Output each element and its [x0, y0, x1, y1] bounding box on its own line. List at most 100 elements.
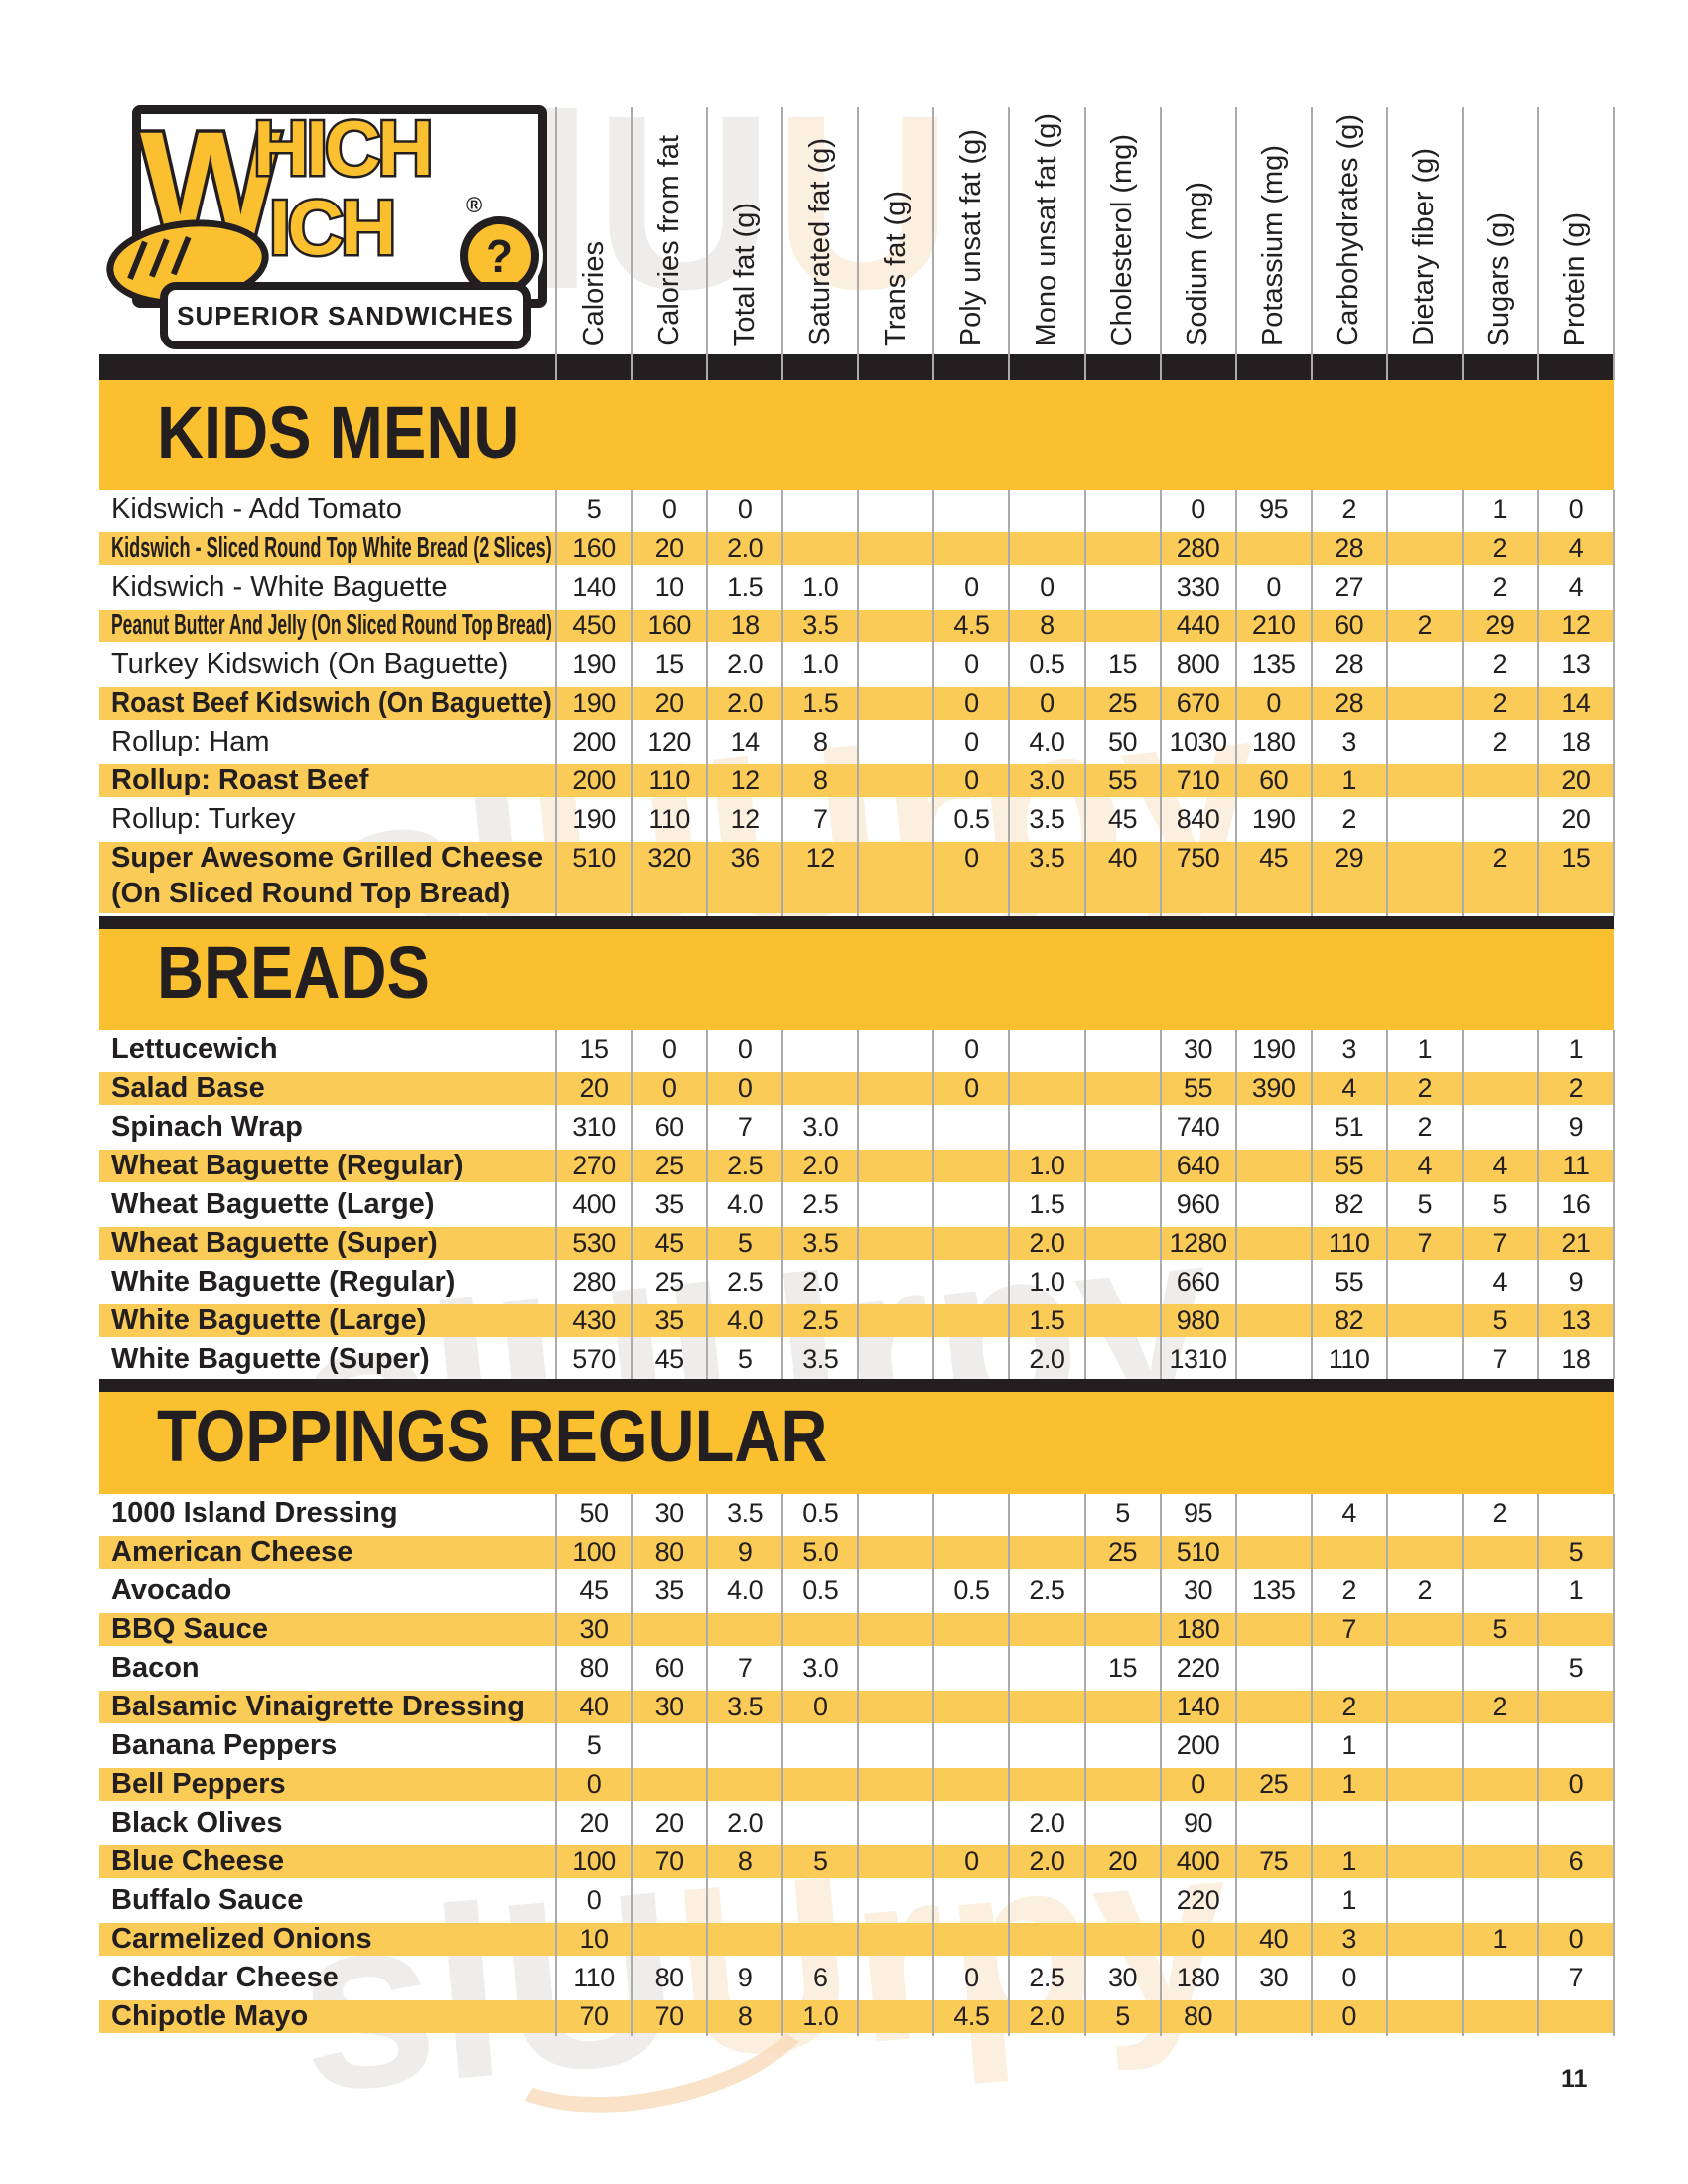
column-header: Mono unsat fat (g): [1009, 94, 1084, 346]
nutrition-value: 8: [1040, 611, 1055, 640]
nutrition-value: [933, 1494, 1009, 1533]
nutrition-value: [1463, 1726, 1538, 1765]
nutrition-value: [1236, 1688, 1312, 1726]
menu-row: Wheat Baguette (Regular) 270 25 2.5 2.0 1.0 64…: [99, 1147, 1614, 1185]
header-grid-line: [1083, 107, 1086, 380]
nutrition-value: 51: [1335, 1112, 1364, 1142]
nutrition-value: 0.5: [1029, 649, 1065, 679]
menu-row: Rollup: Ham 200 120 14 8 0 4.0 50 1030 180 3 2 18: [99, 723, 1614, 761]
nutrition-value: 310: [572, 1112, 616, 1142]
item-name: Balsamic Vinaigrette Dressing: [111, 1691, 525, 1722]
menu-row: Bell Peppers 0 0 25 1 0: [99, 1765, 1614, 1804]
column-header-label: Sugars (g): [1483, 211, 1516, 346]
nutrition-value: [933, 1263, 1009, 1301]
table-grid-line: [1234, 490, 1237, 916]
nutrition-value: [1236, 1224, 1312, 1263]
nutrition-value: 4: [1417, 1151, 1432, 1180]
column-header-label: Trans fat (g): [879, 191, 912, 346]
nutrition-value: [858, 1185, 933, 1224]
nutrition-value: [1009, 1610, 1084, 1649]
nutrition-value: 750: [1176, 843, 1220, 873]
nutrition-value: 660: [1176, 1267, 1220, 1297]
nutrition-value: 4: [1341, 1073, 1356, 1103]
nutrition-value: 95: [1184, 1498, 1213, 1528]
nutrition-value: [1084, 1147, 1160, 1185]
nutrition-value: 2: [1417, 1112, 1432, 1142]
nutrition-value: [933, 1610, 1009, 1649]
table-grid-line: [1613, 490, 1615, 916]
nutrition-value: 510: [572, 843, 616, 873]
item-name-cell: Wheat Baguette (Regular): [99, 1147, 556, 1185]
item-name-cell: Banana Peppers: [99, 1726, 556, 1765]
nutrition-value: 2: [1341, 1575, 1356, 1605]
nutrition-value: 4: [1492, 1267, 1508, 1297]
nutrition-value: 0: [1040, 688, 1055, 718]
nutrition-value: 9: [1568, 1112, 1584, 1142]
nutrition-value: 2: [1341, 494, 1356, 524]
column-header: Calories from fat: [632, 94, 707, 346]
nutrition-value: [1236, 1147, 1312, 1185]
item-name: Peanut Butter And Jelly (On Sliced Round…: [111, 610, 553, 641]
nutrition-value: 45: [654, 1344, 685, 1374]
nutrition-value: 200: [1176, 1730, 1220, 1760]
nutrition-value: 60: [654, 1112, 685, 1142]
nutrition-value: 2.5: [727, 1151, 764, 1180]
nutrition-value: [1009, 490, 1084, 529]
nutrition-value: 1.0: [802, 2001, 839, 2031]
row-highlight: [99, 1536, 1614, 1569]
item-name-cell: Super Awesome Grilled Cheese (On Sliced R…: [99, 839, 556, 916]
nutrition-value: 0: [964, 649, 979, 679]
nutrition-value: 0.5: [802, 1498, 839, 1528]
menu-row: Carmelized Onions 10 0 40 3 1 0: [99, 1920, 1614, 1959]
nutrition-value: 1: [1492, 1924, 1508, 1954]
column-header-label: Mono unsat fat (g): [1030, 112, 1062, 346]
nutrition-value: [707, 1726, 782, 1765]
nutrition-value: [632, 1881, 707, 1920]
nutrition-value: 100: [572, 1846, 616, 1876]
nutrition-value: 15: [654, 649, 685, 679]
nutrition-value: 12: [1561, 611, 1591, 640]
item-name-cell: White Baguette (Super): [99, 1340, 556, 1379]
menu-row: Rollup: Roast Beef 200 110 12 8 0 3.0 55 710 60 1 2…: [99, 761, 1614, 800]
section-title: TOPPINGS REGULAR: [157, 1395, 828, 1477]
nutrition-value: [858, 490, 933, 529]
table-grid-line: [932, 1030, 935, 1379]
menu-row: Peanut Butter And Jelly (On Sliced Round…: [99, 607, 1614, 645]
table-grid-line: [555, 490, 557, 916]
nutrition-value: [1387, 1263, 1463, 1301]
nutrition-value: 200: [572, 727, 616, 756]
menu-row: Wheat Baguette (Large) 400 35 4.0 2.5 1.5 960 8…: [99, 1185, 1614, 1224]
nutrition-value: 1: [1341, 765, 1356, 795]
nutrition-value: 6: [812, 1963, 828, 1992]
column-header: Poly unsat fat (g): [933, 94, 1009, 346]
table-grid-line: [1159, 1494, 1162, 2036]
section-banner: BREADS: [99, 929, 1614, 1030]
nutrition-value: 20: [1107, 1846, 1138, 1876]
nutrition-value: 60: [1259, 765, 1289, 795]
table-grid-line: [781, 1030, 784, 1379]
column-header: Saturated fat (g): [782, 94, 858, 346]
column-header: Trans fat (g): [858, 94, 933, 346]
nutrition-value: [1236, 1185, 1312, 1224]
nutrition-value: 190: [572, 804, 616, 834]
nutrition-value: 5: [1492, 1189, 1508, 1219]
nutrition-value: 35: [654, 1189, 685, 1219]
item-name-cell: Spinach Wrap: [99, 1108, 556, 1147]
nutrition-value: [1463, 1030, 1538, 1069]
menu-row: Black Olives 20 20 2.0 2.0 90: [99, 1804, 1614, 1843]
nutrition-value: 0: [737, 1034, 753, 1064]
nutrition-value: 5: [586, 1730, 602, 1760]
nutrition-value: 7: [812, 804, 828, 834]
nutrition-value: 30: [654, 1692, 685, 1721]
nutrition-value: 21: [1561, 1228, 1591, 1258]
menu-row: Blue Cheese 100 70 8 5 0 2.0 20 400 75 1 6: [99, 1843, 1614, 1881]
nutrition-value: [1009, 1108, 1084, 1147]
nutrition-value: 140: [572, 572, 616, 602]
nutrition-value: [1084, 1571, 1160, 1610]
nutrition-value: [858, 1301, 933, 1340]
nutrition-value: [858, 1881, 933, 1920]
item-name: Kidswich - Add Tomato: [111, 493, 402, 525]
nutrition-value: 2: [1568, 1073, 1584, 1103]
nutrition-value: 10: [579, 1924, 610, 1954]
menu-row: Balsamic Vinaigrette Dressing 40 30 3.5 0 140…: [99, 1688, 1614, 1726]
